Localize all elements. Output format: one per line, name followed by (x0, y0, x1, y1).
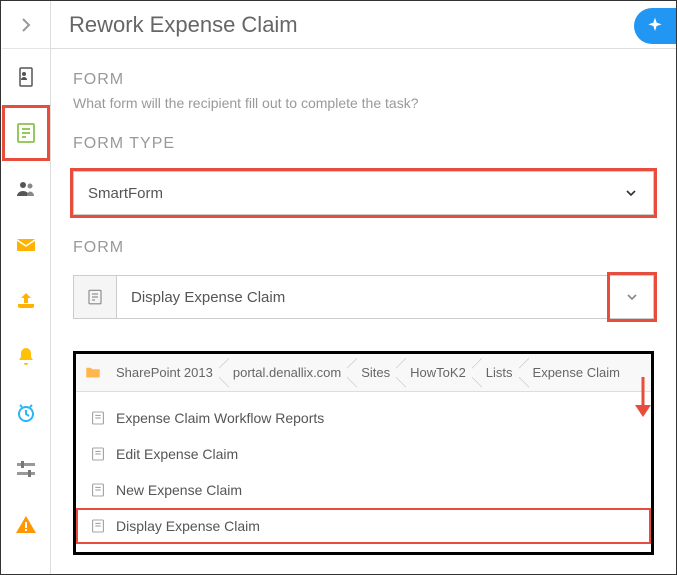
sidebar (1, 1, 51, 574)
main-panel: Rework Expense Claim FORM What form will… (51, 1, 676, 574)
upload-icon (14, 289, 38, 313)
bell-icon (14, 345, 38, 369)
mail-icon (14, 233, 38, 257)
sliders-icon (14, 457, 38, 481)
form-type-label: FORM TYPE (73, 135, 654, 153)
page-title: Rework Expense Claim (69, 12, 298, 38)
header-add-badge[interactable] (634, 8, 676, 44)
form-item-icon (90, 518, 106, 534)
sidebar-rules[interactable] (2, 441, 50, 497)
breadcrumb: SharePoint 2013 portal.denallix.com Site… (76, 354, 651, 392)
sidebar-participants[interactable] (2, 161, 50, 217)
form-selector-icon-box (73, 275, 117, 319)
breadcrumb-item[interactable]: portal.denallix.com (219, 354, 347, 391)
explorer-item-label: Expense Claim Workflow Reports (116, 410, 324, 426)
breadcrumb-item[interactable]: HowToK2 (396, 354, 472, 391)
header: Rework Expense Claim (51, 1, 676, 49)
form-explorer: SharePoint 2013 portal.denallix.com Site… (73, 351, 654, 555)
warning-icon (14, 513, 38, 537)
sidebar-collapse-toggle[interactable] (2, 1, 50, 49)
explorer-item[interactable]: Expense Claim Workflow Reports (76, 400, 651, 436)
breadcrumb-item[interactable]: Lists (472, 354, 519, 391)
explorer-item-selected[interactable]: Display Expense Claim (76, 508, 651, 544)
users-icon (14, 177, 38, 201)
form-item-icon (90, 482, 106, 498)
explorer-item[interactable]: New Expense Claim (76, 472, 651, 508)
content-area: FORM What form will the recipient fill o… (51, 49, 676, 574)
form-expand-button[interactable] (610, 275, 654, 319)
clipboard-user-icon (14, 65, 38, 89)
explorer-item-label: Display Expense Claim (116, 518, 260, 534)
form-item-icon (90, 410, 106, 426)
folder-icon (82, 364, 104, 382)
form-type-value: SmartForm (88, 185, 163, 202)
chevron-down-icon (623, 185, 639, 201)
sidebar-errors[interactable] (2, 497, 50, 553)
explorer-item[interactable]: Edit Expense Claim (76, 436, 651, 472)
explorer-item-label: Edit Expense Claim (116, 446, 238, 462)
form-icon (86, 288, 104, 306)
breadcrumb-item[interactable]: SharePoint 2013 (108, 354, 219, 391)
clock-icon (14, 401, 38, 425)
breadcrumb-item[interactable]: Expense Claim (519, 354, 626, 391)
sidebar-task-config[interactable] (2, 49, 50, 105)
form-type-dropdown[interactable]: SmartForm (73, 171, 654, 215)
form-selector-row: Display Expense Claim (73, 275, 654, 319)
form-section-desc: What form will the recipient fill out to… (73, 95, 654, 111)
sidebar-form-config[interactable] (2, 105, 50, 161)
form-selector-label: FORM (73, 239, 654, 257)
sparkle-plus-icon (645, 16, 665, 36)
breadcrumb-item[interactable]: Sites (347, 354, 396, 391)
form-selected-name: Display Expense Claim (117, 275, 610, 319)
sidebar-escalations[interactable] (2, 273, 50, 329)
form-item-icon (90, 446, 106, 462)
sidebar-notifications[interactable] (2, 217, 50, 273)
explorer-list: Expense Claim Workflow Reports Edit Expe… (76, 392, 651, 552)
form-doc-icon (14, 121, 38, 145)
sidebar-deadlines[interactable] (2, 385, 50, 441)
sidebar-reminders[interactable] (2, 329, 50, 385)
form-section-label: FORM (73, 71, 654, 89)
chevron-down-icon (624, 289, 640, 305)
explorer-item-label: New Expense Claim (116, 482, 242, 498)
chevron-right-icon (14, 13, 38, 37)
